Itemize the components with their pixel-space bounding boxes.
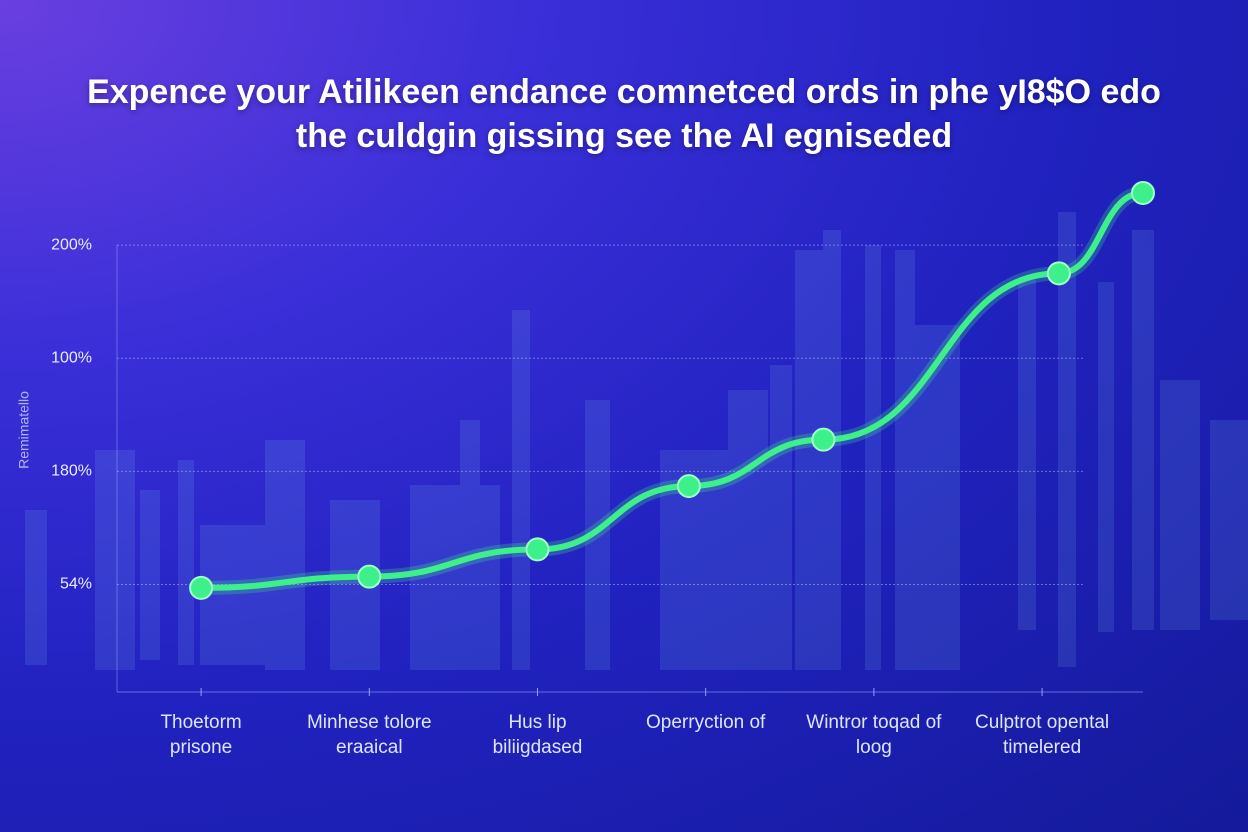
x-tick-label: Operryction of bbox=[646, 712, 766, 733]
data-point bbox=[1131, 181, 1155, 206]
x-tick-label: Thoetorm prisone bbox=[160, 712, 242, 758]
y-tick-label: 100% bbox=[51, 349, 92, 366]
data-point bbox=[1046, 261, 1071, 286]
x-tick-label: Hus lip biliigdased bbox=[492, 712, 583, 758]
x-tick-label: Minhese tolore eraaical bbox=[306, 712, 432, 758]
x-tick-label: Wintror toqad of loog bbox=[806, 712, 942, 758]
y-axis-label: Remimatello bbox=[16, 391, 32, 469]
data-point bbox=[811, 427, 836, 452]
x-tick-label: Culptrot opental timelered bbox=[975, 712, 1110, 758]
chart-title: Expence your Atilikeen endance comnetced… bbox=[87, 73, 1161, 155]
y-tick-label: 180% bbox=[51, 463, 92, 480]
data-point bbox=[357, 564, 382, 589]
y-tick-label: 200% bbox=[51, 236, 92, 253]
data-point bbox=[676, 474, 701, 499]
data-point bbox=[525, 537, 550, 562]
data-point bbox=[189, 575, 214, 600]
y-tick-label: 54% bbox=[60, 576, 92, 593]
